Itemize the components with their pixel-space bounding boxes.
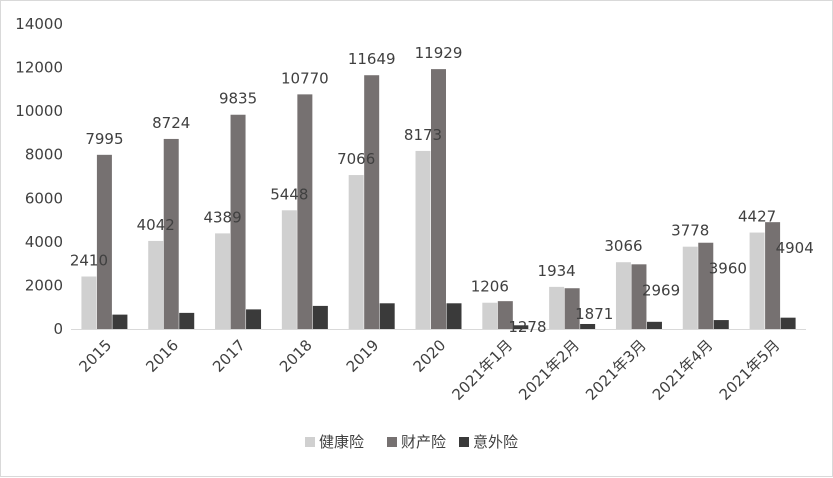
y-axis-ticks: 0 2000 4000 6000 8000 10000 12000 14000 <box>15 15 63 338</box>
bar-3-5 <box>379 303 395 329</box>
bar-3-3 <box>246 309 262 329</box>
bar-1-1 <box>81 276 97 329</box>
data-label-property-6: 11929 <box>415 44 463 62</box>
data-labels: 2410 7995 4042 8724 4389 9835 5448 10770 7066 116… <box>70 44 814 336</box>
legend-swatch-3 <box>459 437 469 447</box>
data-label-health-9: 3066 <box>604 237 642 255</box>
bar-2-5 <box>364 75 380 329</box>
data-label-health-11: 4427 <box>738 208 776 226</box>
data-label-property-7: 1278 <box>508 318 546 336</box>
x-category-label: 2017 <box>209 336 249 376</box>
bar-3-10 <box>713 320 729 329</box>
x-category-label: 2021年5月 <box>716 336 784 404</box>
x-category-label: 2021年4月 <box>649 336 717 404</box>
bar-3-11 <box>780 317 796 329</box>
data-label-health-10: 3778 <box>671 222 709 240</box>
bar-1-9 <box>615 262 631 329</box>
data-label-property-11: 4904 <box>776 239 814 257</box>
legend-label-1: 健康险 <box>319 433 364 451</box>
bar-1-7 <box>482 302 498 329</box>
data-label-property-10: 3960 <box>709 260 747 278</box>
bar-2-1 <box>96 154 112 329</box>
data-label-health-2: 4042 <box>137 216 175 234</box>
bar-1-6 <box>415 150 431 329</box>
y-tick-label: 6000 <box>25 189 63 207</box>
bar-3-4 <box>312 305 328 329</box>
legend-swatch-2 <box>387 437 397 447</box>
bar-3-9 <box>646 321 662 329</box>
data-label-property-9: 2969 <box>642 281 680 299</box>
y-tick-label: 8000 <box>25 146 63 164</box>
bar-2-8 <box>564 288 580 329</box>
bar-1-11 <box>749 232 765 329</box>
data-label-property-8: 1871 <box>575 305 613 323</box>
legend: 健康险 财产险 意外险 <box>305 433 518 451</box>
data-label-property-2: 8724 <box>152 114 190 132</box>
x-category-label: 2021年3月 <box>582 336 650 404</box>
bar-1-3 <box>215 233 231 329</box>
y-tick-label: 14000 <box>15 15 63 33</box>
bar-3-6 <box>446 303 462 329</box>
y-tick-label: 4000 <box>25 233 63 251</box>
bar-2-6 <box>431 69 446 329</box>
data-label-health-7: 1206 <box>471 278 509 296</box>
bar-2-4 <box>297 94 313 329</box>
bar-2-3 <box>230 114 246 329</box>
data-label-health-1: 2410 <box>70 251 108 269</box>
bar-1-8 <box>549 286 565 329</box>
data-label-property-4: 10770 <box>281 69 329 87</box>
y-tick-label: 12000 <box>15 59 63 77</box>
bar-2-7 <box>497 301 513 329</box>
bar-1-10 <box>682 246 698 329</box>
bar-2-2 <box>163 138 179 329</box>
legend-label-3: 意外险 <box>473 433 518 451</box>
data-label-property-3: 9835 <box>219 90 257 108</box>
data-label-health-4: 5448 <box>270 185 308 203</box>
data-label-property-5: 11649 <box>348 50 396 68</box>
y-tick-label: 2000 <box>25 276 63 294</box>
bar-1-4 <box>281 210 297 329</box>
legend-swatch-1 <box>305 437 315 447</box>
y-tick-label: 0 <box>53 320 63 338</box>
bar-2-9 <box>631 264 647 329</box>
bar-1-2 <box>148 240 164 329</box>
bars <box>81 69 796 329</box>
x-category-label: 2021年1月 <box>448 336 516 404</box>
bar-3-8 <box>580 323 596 329</box>
bar-3-2 <box>179 312 195 329</box>
legend-label-2: 财产险 <box>401 433 446 451</box>
data-label-health-5: 7066 <box>337 150 375 168</box>
x-axis-categories: 2015 2016 2017 2018 2019 2020 2021年1月 2021年2月 20… <box>76 336 784 404</box>
x-category-label: 2018 <box>276 336 316 376</box>
y-tick-label: 10000 <box>15 102 63 120</box>
x-category-label: 2020 <box>410 336 450 376</box>
x-category-label: 2016 <box>142 336 182 376</box>
bar-2-11 <box>765 222 781 329</box>
bar-3-7 <box>513 325 529 329</box>
data-label-health-3: 4389 <box>203 208 241 226</box>
data-label-health-8: 1934 <box>538 262 576 280</box>
data-label-property-1: 7995 <box>85 130 123 148</box>
bar-3-1 <box>112 314 128 329</box>
bar-2-10 <box>698 242 714 329</box>
data-label-health-6: 8173 <box>404 126 442 144</box>
x-category-label: 2015 <box>76 336 116 376</box>
x-category-label: 2021年2月 <box>515 336 583 404</box>
bar-1-5 <box>348 175 364 329</box>
x-category-label: 2019 <box>343 336 383 376</box>
